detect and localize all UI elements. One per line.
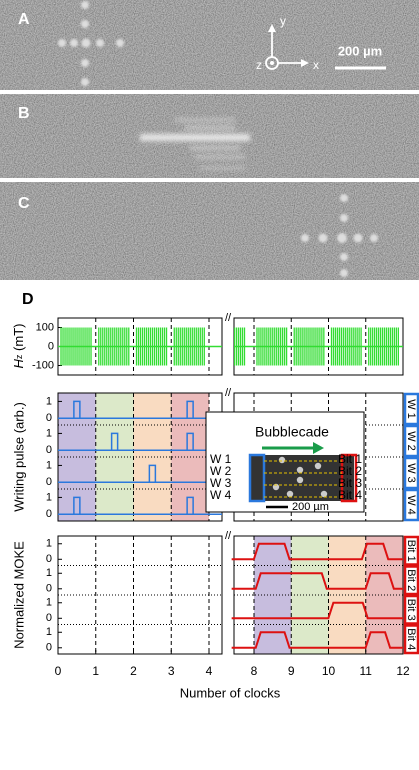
write-pulse	[186, 432, 194, 451]
axis-label: x	[313, 58, 319, 72]
x-tick-label: 1	[92, 664, 99, 678]
row-label-box	[403, 424, 419, 458]
row-label: W 3	[405, 463, 417, 483]
image-c: C	[0, 182, 419, 280]
x-tick-label: 2	[130, 664, 137, 678]
inset-title: Bubblecade	[255, 424, 329, 440]
input-box	[248, 453, 266, 503]
inset-scale-label: 200 µm	[292, 501, 329, 513]
panel-label: C	[18, 195, 30, 212]
y-tick-label: 0	[46, 412, 52, 424]
inset-input-label: W 2	[210, 464, 232, 478]
moke-trace	[231, 572, 403, 590]
phase-shade	[328, 536, 366, 654]
y-tick-label: 1	[46, 427, 52, 439]
y-tick-label: 0	[46, 642, 52, 654]
y-tick-label: -100	[32, 359, 54, 371]
label-part: z	[14, 354, 24, 359]
inset-bubble	[296, 476, 304, 484]
row-label: W 4	[405, 495, 417, 515]
axis-break: //	[225, 312, 232, 324]
row-label: Bit 2	[405, 569, 417, 591]
inset-input-label: W 3	[210, 476, 232, 490]
scale-bar-label: 200 µm	[338, 43, 382, 58]
y-axis-label: Normalized MOKE	[11, 541, 26, 649]
x-tick-label: 0	[55, 664, 62, 678]
row-label: Bit 1	[405, 540, 417, 562]
write-pulse	[110, 432, 119, 451]
row-label: Bit 3	[405, 599, 417, 621]
x-tick-label: 9	[288, 664, 295, 678]
label-part: (mT)	[11, 324, 26, 351]
x-tick-label: 11	[360, 664, 373, 678]
write-pulse	[186, 400, 194, 419]
moke-trace	[231, 631, 403, 649]
panel-label: A	[18, 11, 30, 28]
moke-trace	[231, 542, 403, 561]
x-tick-label: 8	[251, 664, 258, 678]
y-tick-label: 100	[36, 321, 54, 333]
y-tick-label: 1	[46, 459, 52, 471]
row-label-box	[403, 488, 419, 522]
write-pulse	[148, 464, 157, 483]
y-tick-label: 0	[46, 612, 52, 624]
y-tick-label: 1	[46, 491, 52, 503]
row-label: W 2	[405, 431, 417, 451]
label-part: H	[11, 358, 26, 368]
axis-break: //	[225, 387, 232, 399]
y-tick-label: 1	[46, 395, 52, 407]
row-label-box	[403, 456, 419, 490]
axis-label: z	[256, 58, 262, 72]
panel-label: B	[18, 105, 30, 122]
y-tick-label: 1	[46, 538, 52, 550]
inset-bubble	[314, 462, 322, 470]
inset-bubble	[296, 466, 304, 474]
output-box	[340, 453, 358, 503]
x-tick-label: 3	[168, 664, 175, 678]
x-tick-label: 4	[206, 664, 213, 678]
inset-input-label: W 4	[210, 488, 232, 502]
y-tick-label: 1	[46, 597, 52, 609]
row-label-box	[403, 565, 419, 596]
y-tick-label: 0	[46, 583, 52, 595]
image-b: B	[0, 94, 419, 178]
write-pulse	[73, 496, 81, 515]
x-tick-label: 10	[322, 664, 336, 678]
inset-output-label: Bit 3	[338, 476, 362, 490]
row-label: Bit 4	[405, 628, 417, 650]
row-label-box	[403, 594, 419, 625]
inset-output-label: Bit 4	[338, 488, 362, 502]
y-axis-label: Hz (mT)	[11, 324, 26, 369]
y-tick-label: 1	[46, 626, 52, 638]
y-tick-label: 0	[46, 553, 52, 565]
write-pulse	[186, 496, 194, 515]
panel-label: D	[22, 291, 34, 308]
write-pulse	[73, 400, 81, 419]
image-a: A y z x 200 µm	[0, 0, 419, 90]
inset-bubble	[286, 490, 294, 498]
moke-trace	[231, 601, 403, 620]
row-label: W 1	[405, 399, 417, 419]
y-tick-label: 0	[46, 508, 52, 520]
inset-input-label: W 1	[210, 452, 232, 466]
inset-bubble	[320, 490, 328, 498]
axis-label: y	[280, 14, 286, 28]
x-tick-label: 12	[396, 664, 410, 678]
y-tick-label: 0	[46, 476, 52, 488]
row-label-box	[403, 392, 419, 426]
axis-break: //	[225, 530, 232, 542]
row-label-box	[403, 535, 419, 566]
inset-arrowhead	[313, 442, 324, 454]
y-axis-label: Writing pulse (arb.)	[11, 402, 26, 512]
inset-output-label: Bit 1	[338, 452, 362, 466]
y-tick-label: 1	[46, 567, 52, 579]
y-tick-label: 0	[48, 340, 54, 352]
row-label-box	[403, 624, 419, 655]
inset-bubble	[278, 456, 286, 464]
inset-output-label: Bit 2	[338, 464, 362, 478]
x-axis-label: Number of clocks	[180, 685, 281, 700]
y-tick-label: 0	[46, 444, 52, 456]
